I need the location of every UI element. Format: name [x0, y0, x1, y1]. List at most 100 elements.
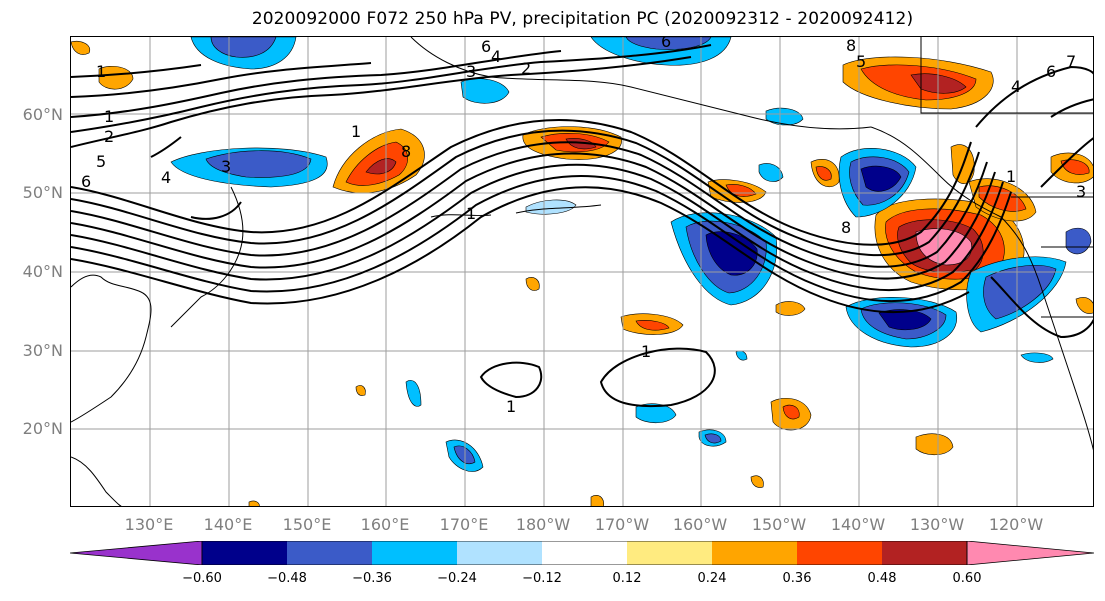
lon-label: 160°E: [360, 515, 410, 534]
contour-label: 2: [104, 127, 114, 146]
colorbar-tick: −0.60: [182, 571, 222, 586]
colorbar-extend-min: [70, 541, 203, 565]
colorbar-tick: −0.12: [522, 571, 562, 586]
precip-positive-region: [750, 475, 764, 488]
contour-label: 6: [481, 37, 491, 56]
precip-negative-region: [625, 37, 712, 50]
precip-positive-region: [565, 138, 597, 150]
contour-label: 1: [466, 204, 476, 223]
lon-label: 120°W: [988, 515, 1044, 534]
map-canvas: 1 6 4 3 2 1 2 5 6 4 3 8 1 8 8 1 5 6 7 6 …: [71, 37, 1093, 506]
precip-negative-region: [860, 165, 902, 192]
precip-negative-region: [525, 199, 577, 215]
colorbar-segment: [457, 541, 542, 565]
contour-label: 3: [1076, 182, 1086, 201]
pv-contours: [71, 44, 1093, 408]
colorbar-segment: [202, 541, 287, 565]
precip-negative-region: [704, 433, 722, 444]
precip-positive-region: [590, 495, 604, 506]
contour-label: 1: [104, 107, 114, 126]
precip-positive-region: [525, 277, 540, 291]
precip-negative-region: [705, 231, 758, 276]
map-panel: 1 6 4 3 2 1 2 5 6 4 3 8 1 8 8 1 5 6 7 6 …: [70, 36, 1094, 507]
precip-negative-region: [210, 37, 277, 58]
contour-label: 6: [1046, 62, 1056, 81]
precip-positive-region: [915, 433, 954, 456]
colorbar-segment: [882, 541, 967, 565]
contour-label: 8: [841, 218, 851, 237]
colorbar-extend-max: [966, 541, 1094, 565]
colorbar-tick: 0.60: [952, 571, 982, 586]
precip-positive-region: [635, 320, 670, 331]
contour-label: 8: [401, 142, 411, 161]
lon-label: 170°E: [439, 515, 489, 534]
colorbar-tick: 0.12: [612, 571, 642, 586]
contour-label: 5: [856, 52, 866, 71]
contour-label: 1: [641, 342, 651, 361]
precip-negative-region: [405, 380, 422, 407]
precip-negative-region: [758, 163, 784, 182]
precip-positive-region: [248, 500, 260, 506]
colorbar-tick: 0.48: [867, 571, 897, 586]
colorbar-tick: 0.24: [697, 571, 727, 586]
coastlines: [71, 37, 1093, 506]
lon-label: 140°E: [203, 515, 253, 534]
colorbar-segment: [627, 541, 712, 565]
colorbar-segment: [712, 541, 797, 565]
colorbar-segment: [797, 541, 882, 565]
lat-label: 40°N: [22, 262, 63, 281]
contour-label: 5: [96, 152, 106, 171]
precip-negative-region: [1020, 352, 1054, 363]
precip-positive-region: [365, 158, 397, 175]
colorbar: [70, 541, 1094, 565]
contour-label: 3: [221, 157, 231, 176]
colorbar-tick: −0.48: [267, 571, 307, 586]
precip-positive-region: [1075, 297, 1093, 314]
lon-label: 130°W: [909, 515, 965, 534]
contour-label: 4: [161, 168, 171, 187]
contour-label: 8: [846, 37, 856, 55]
contour-label: 6: [81, 172, 91, 191]
precip-positive-region: [815, 166, 832, 181]
contour-label: 7: [1066, 52, 1076, 71]
contour-label: 1: [1006, 167, 1016, 186]
lat-label: 50°N: [22, 183, 63, 202]
lon-label: 170°W: [594, 515, 650, 534]
colorbar-segment: [287, 541, 372, 565]
contour-label: 4: [491, 47, 501, 66]
precip-positive-region: [71, 40, 91, 55]
precip-negative-region: [735, 350, 748, 361]
lon-label: 150°E: [282, 515, 332, 534]
precip-positive-region: [1060, 159, 1090, 175]
contour-label: 1: [506, 397, 516, 416]
precip-negative-region: [878, 309, 932, 331]
map-title: 2020092000 F072 250 hPa PV, precipitatio…: [251, 9, 914, 29]
lat-label: 20°N: [22, 419, 63, 438]
precip-negative-region: [205, 150, 312, 178]
precip-positive-region: [98, 66, 134, 90]
colorbar-tick: −0.36: [352, 571, 392, 586]
lon-label: 160°W: [672, 515, 728, 534]
lat-label: 30°N: [22, 341, 63, 360]
lon-label: 140°W: [830, 515, 886, 534]
contour-label: 6: [661, 37, 671, 51]
precip-positive-region: [355, 385, 366, 396]
precip-negative-region: [635, 403, 677, 424]
lon-label: 130°E: [124, 515, 174, 534]
lon-label: 180°W: [515, 515, 571, 534]
precip-positive-region: [782, 404, 800, 420]
precip-negative-region: [1065, 227, 1092, 255]
contour-label: 4: [1011, 77, 1021, 96]
precip-negative-region: [460, 78, 510, 104]
colorbar-tick: −0.24: [437, 571, 477, 586]
contour-label: 1: [96, 62, 106, 81]
lon-label: 150°W: [751, 515, 807, 534]
colorbar-segment: [542, 541, 627, 565]
precip-positive-region: [775, 301, 806, 316]
colorbar-tick: 0.36: [782, 571, 812, 586]
contour-label: 1: [351, 122, 361, 141]
contour-label: 2: [521, 59, 531, 78]
precip-negative-region: [765, 107, 804, 126]
colorbar-segment: [372, 541, 457, 565]
precip-positive-region: [978, 185, 1027, 212]
